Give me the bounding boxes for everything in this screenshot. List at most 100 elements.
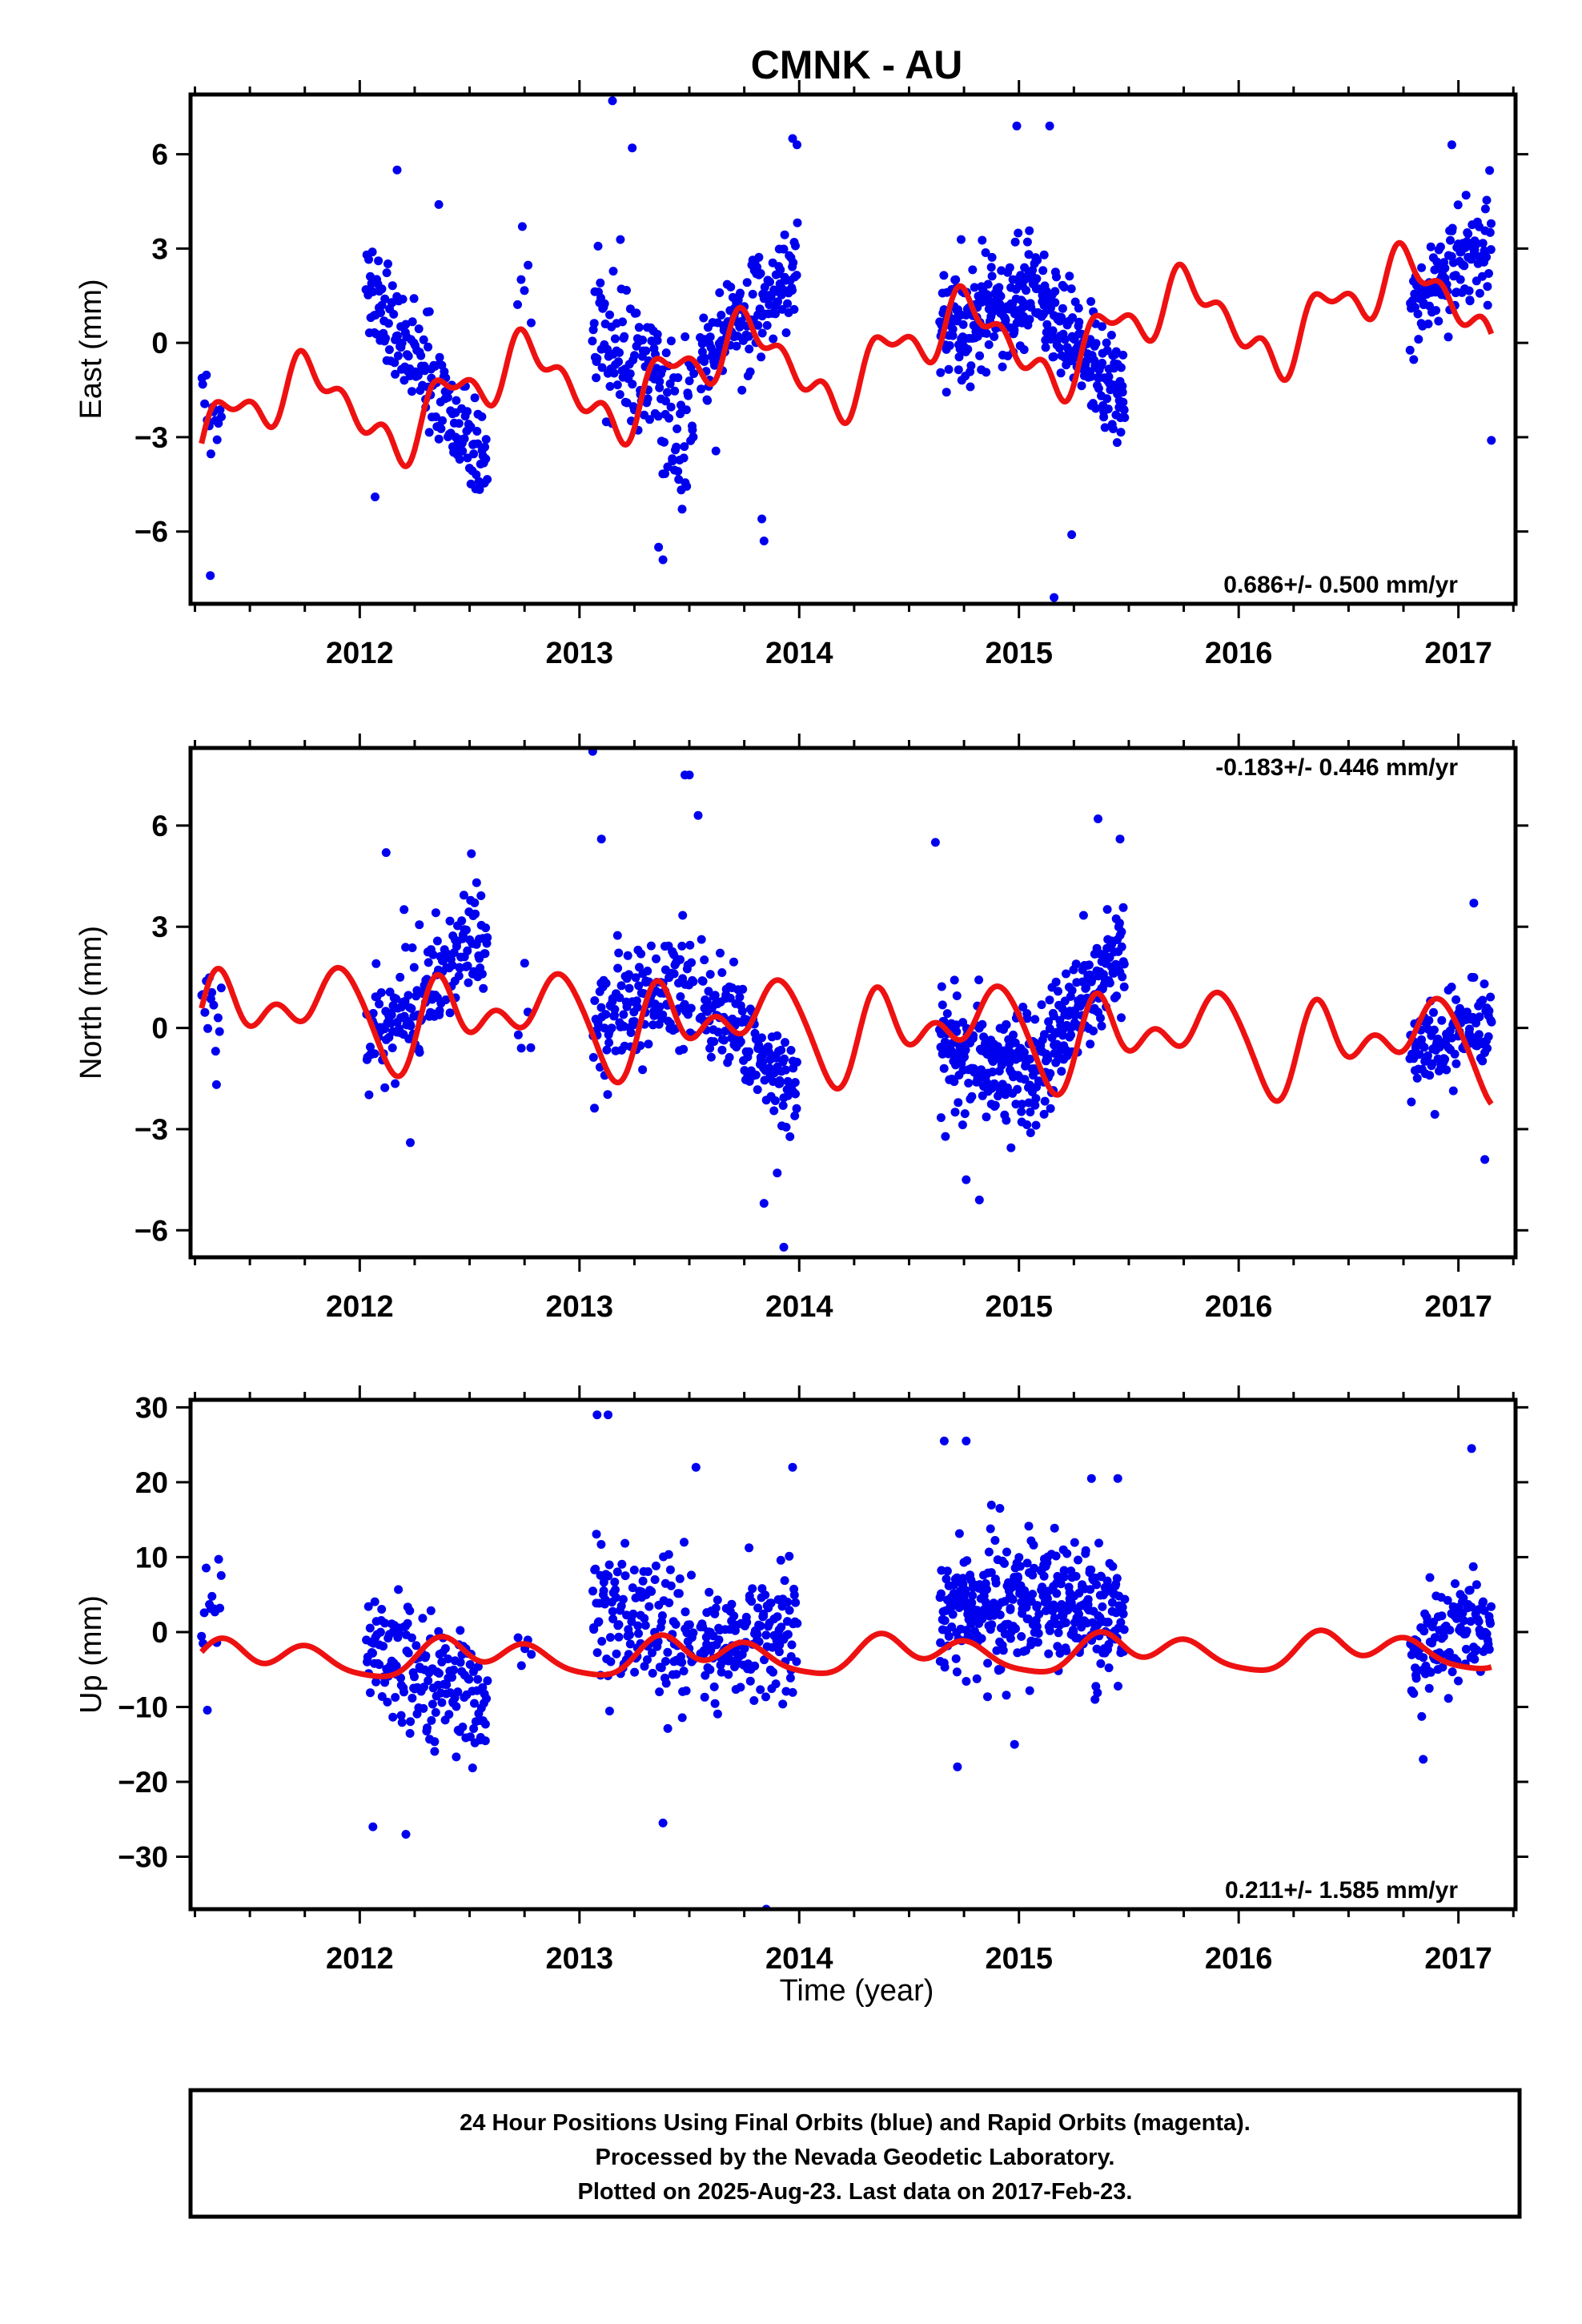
- data-point: [783, 299, 792, 308]
- data-point: [998, 1646, 1008, 1655]
- data-point: [401, 943, 411, 952]
- data-point: [1014, 1573, 1022, 1582]
- data-point: [430, 1747, 440, 1756]
- data-point: [1423, 1051, 1432, 1060]
- data-point: [454, 419, 464, 428]
- data-point: [697, 935, 706, 944]
- data-point: [945, 341, 954, 350]
- data-point: [1451, 1579, 1460, 1588]
- y-tick-label: 0: [151, 1012, 168, 1045]
- data-point: [672, 442, 681, 452]
- data-point: [757, 514, 767, 524]
- data-point: [1482, 195, 1492, 205]
- data-point: [588, 1052, 598, 1062]
- data-point: [613, 963, 623, 973]
- data-point: [592, 354, 602, 364]
- data-point: [651, 1561, 661, 1570]
- data-point: [788, 134, 797, 143]
- data-point: [766, 292, 776, 302]
- data-point: [644, 1039, 653, 1049]
- data-point: [713, 1027, 723, 1037]
- data-point: [444, 1655, 453, 1663]
- data-point: [996, 292, 1006, 301]
- y-tick-label: 0: [151, 1616, 168, 1649]
- data-point: [1059, 1572, 1069, 1582]
- data-point: [416, 351, 426, 360]
- data-point: [1074, 1555, 1082, 1565]
- data-point: [1086, 297, 1096, 306]
- data-point: [981, 248, 990, 257]
- data-point: [1426, 1667, 1435, 1677]
- data-point: [1057, 1067, 1066, 1076]
- data-point: [791, 1089, 800, 1099]
- data-point: [434, 1626, 444, 1636]
- data-point: [776, 265, 785, 275]
- data-point: [622, 286, 631, 295]
- data-point: [482, 1694, 492, 1703]
- data-point: [785, 1673, 795, 1683]
- data-point: [1006, 1143, 1016, 1152]
- data-point: [677, 1658, 687, 1667]
- data-point: [1070, 1538, 1079, 1547]
- data-point: [937, 982, 946, 991]
- data-point: [951, 1654, 961, 1663]
- data-point: [714, 1635, 724, 1645]
- data-point: [650, 1575, 660, 1584]
- data-point: [790, 1078, 800, 1088]
- data-point: [1440, 263, 1450, 273]
- data-point: [978, 1019, 987, 1029]
- data-point: [982, 1585, 991, 1594]
- data-point: [1435, 242, 1445, 251]
- y-tick-label: 10: [135, 1541, 168, 1574]
- data-point: [431, 412, 440, 421]
- data-point: [367, 247, 377, 257]
- data-point: [632, 308, 641, 318]
- data-point: [689, 1628, 698, 1638]
- data-point: [769, 1106, 779, 1116]
- data-point: [393, 331, 402, 340]
- data-point: [197, 1631, 207, 1641]
- data-point: [1086, 1039, 1095, 1049]
- data-point: [513, 1633, 523, 1642]
- data-point: [1002, 1547, 1011, 1557]
- data-point: [596, 834, 606, 844]
- data-point: [986, 263, 996, 272]
- data-point: [427, 1715, 436, 1725]
- data-point: [759, 1199, 769, 1208]
- data-point: [463, 946, 472, 955]
- data-point: [772, 1053, 781, 1063]
- data-point: [754, 252, 764, 262]
- data-point: [1096, 1013, 1105, 1023]
- data-point: [597, 1637, 607, 1646]
- data-point: [948, 331, 958, 340]
- data-point: [761, 1590, 770, 1600]
- data-point: [687, 1570, 696, 1580]
- data-point: [1419, 1755, 1428, 1764]
- data-point: [747, 1597, 757, 1606]
- data-point: [643, 1567, 652, 1576]
- data-point: [1001, 316, 1010, 325]
- data-point: [207, 1591, 217, 1601]
- data-point: [211, 1080, 221, 1089]
- data-point: [963, 344, 973, 354]
- data-point: [1487, 436, 1496, 445]
- data-point: [736, 1037, 745, 1047]
- data-point: [1487, 1017, 1496, 1027]
- data-point: [950, 975, 959, 985]
- data-point: [1086, 1474, 1096, 1483]
- data-point: [1066, 284, 1076, 294]
- data-point: [709, 1037, 719, 1047]
- data-point: [1472, 1645, 1481, 1655]
- y-tick-label: −20: [118, 1766, 168, 1799]
- data-point: [941, 1132, 950, 1141]
- data-point: [458, 1723, 468, 1731]
- data-point: [1030, 1015, 1040, 1024]
- data-point: [596, 1003, 606, 1012]
- data-point: [1482, 252, 1492, 262]
- data-point: [516, 275, 526, 284]
- data-point: [666, 336, 676, 346]
- data-point: [632, 1003, 642, 1012]
- data-point: [630, 1667, 640, 1677]
- data-point: [1067, 986, 1077, 995]
- data-point: [612, 1567, 622, 1577]
